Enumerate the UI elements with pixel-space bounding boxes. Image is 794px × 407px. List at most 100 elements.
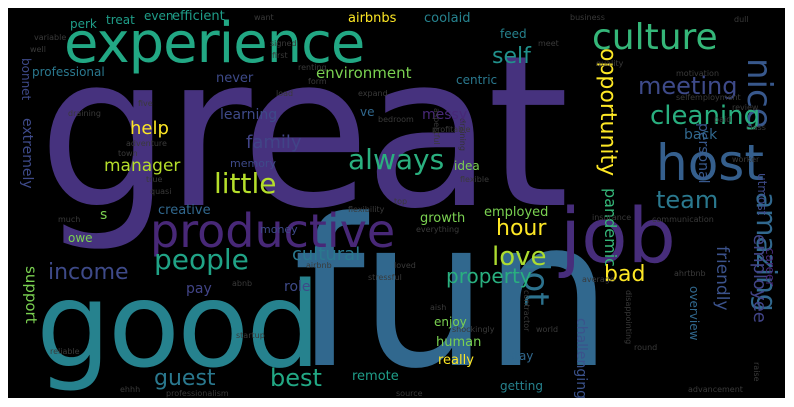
word-great: great [38, 10, 569, 255]
word-professional: professional [32, 65, 105, 79]
word-bad: bad [604, 262, 646, 287]
word-fun: fun [293, 176, 613, 398]
word-really: really [438, 353, 474, 368]
word-self: self [492, 44, 531, 69]
word-money: money [260, 223, 298, 236]
word-extremely: extremely [19, 118, 35, 189]
word-manager: manager [104, 156, 181, 176]
word-startup: startup [236, 331, 265, 340]
word-contractor: contractor [522, 290, 531, 332]
word-five: five [138, 99, 153, 108]
word-enjoy: enjoy [434, 315, 467, 329]
word-remote: remote [352, 369, 399, 384]
word-town: town [118, 149, 138, 158]
word-world: world [536, 325, 559, 334]
word-expand: expand [358, 89, 388, 98]
word-good: good [36, 256, 321, 394]
word-communication: communication [652, 215, 714, 224]
word-worker: worker [732, 155, 760, 164]
word-dull: dull [734, 15, 749, 24]
word-property: property [446, 264, 532, 288]
word-job: job [560, 191, 676, 280]
word-average: average [582, 275, 615, 284]
word-challenging: challenging [573, 318, 589, 398]
word-overview: overview [687, 286, 701, 341]
word-family: family [246, 132, 302, 153]
word-career: career [763, 248, 777, 287]
word-coolaid: coolaid [424, 11, 471, 26]
word-always: always [348, 143, 445, 176]
word-disappointing: disappointing [624, 290, 633, 345]
word-paid: paid [714, 115, 732, 124]
word-people: people [154, 243, 249, 276]
word-quasi: quasi [150, 187, 172, 196]
word-aspectful: aspectful [432, 108, 441, 145]
word-owe: owe [68, 231, 93, 245]
word-idea: idea [454, 159, 480, 173]
word-bonnet: bonnet [19, 58, 33, 101]
word-support: support [22, 266, 40, 324]
word-creative: creative [158, 203, 211, 218]
word-adventure: adventure [126, 139, 167, 148]
word-even: even [144, 9, 174, 23]
word-well: well [30, 45, 46, 54]
word-friendly: friendly [712, 246, 732, 311]
word-s: s [100, 207, 108, 223]
word-raise: raise [752, 362, 761, 382]
word-host: host [656, 134, 764, 192]
word-employed: employed [484, 205, 549, 220]
word-efficient: efficient [172, 9, 225, 24]
word-bedroom: bedroom [378, 115, 414, 124]
word-little: little [214, 167, 277, 200]
word-centric: centric [456, 73, 498, 87]
word-want: want [254, 13, 274, 22]
word-source: source [396, 389, 423, 398]
word-loved: loved [394, 261, 416, 270]
word-variable: variable [34, 33, 67, 42]
word-advancement: advancement [688, 385, 743, 394]
word-cleaning: cleaning [650, 101, 761, 131]
word-insurance: insurance [592, 213, 632, 222]
word-cultural: cultural [292, 244, 361, 265]
word-stay: stay [508, 349, 534, 363]
word-round: round [634, 343, 658, 352]
word-messy: messy [422, 107, 468, 123]
word-guest: guest [154, 366, 216, 391]
word-review: review [732, 103, 759, 112]
word-feed: feed [500, 27, 527, 41]
word-meet: meet [538, 39, 559, 48]
word-productive: productive [150, 204, 396, 258]
word-best: best [270, 364, 322, 392]
word-first: first [272, 51, 288, 60]
word-top: top [394, 197, 408, 206]
word-load: load [276, 89, 294, 98]
word-human: human [436, 335, 482, 350]
word-memory: memory [230, 157, 276, 170]
word-much: much [58, 215, 81, 224]
word-back: back [684, 127, 718, 143]
word-ehhh: ehhh [120, 385, 141, 394]
word-true: true [146, 175, 163, 184]
word-learning: learning [220, 107, 278, 123]
word-experience: experience [64, 11, 365, 76]
word-motivation: motivation [676, 69, 720, 78]
word-quality: quality [596, 59, 624, 68]
word-pay: pay [186, 281, 212, 297]
word-aish: aish [430, 303, 447, 312]
word-cloud: great fun good experience job productive… [8, 8, 785, 398]
word-abnb: abnb [232, 279, 253, 288]
word-getting: getting [500, 379, 543, 393]
word-airbnb: airbnb [306, 261, 332, 270]
word-flexible: flexible [460, 175, 489, 184]
word-income: income [48, 260, 129, 285]
word-everything: everything [416, 225, 460, 234]
word-profitable: profitable [432, 125, 471, 134]
word-ahrtbnb: ahrtbnb [674, 269, 706, 278]
word-team: team [656, 186, 719, 214]
word-growth: growth [420, 211, 466, 226]
word-business: business [570, 13, 605, 22]
word-signed: signed [270, 39, 297, 48]
word-class: class [746, 123, 766, 132]
word-role: role [284, 279, 311, 295]
word-selfemployment: selfemployment [676, 93, 741, 102]
